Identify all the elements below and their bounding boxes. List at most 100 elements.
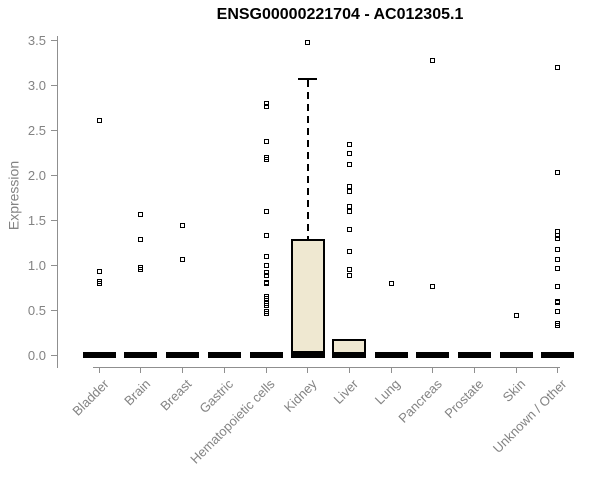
box [290,238,325,354]
y-tick [51,174,57,176]
data-point [555,266,561,272]
y-tick-label: 2.5 [27,122,46,138]
median-line [166,352,200,358]
data-point [555,257,561,263]
data-point [555,284,561,290]
data-point [263,232,269,238]
data-point [263,281,269,287]
x-axis-category-label: Liver [330,376,362,407]
y-tick-label: 2.0 [27,167,46,183]
x-tick [557,367,559,373]
x-axis-category-label: Brain [120,376,153,409]
x-tick [265,367,267,373]
y-tick-label: 3.0 [27,77,46,93]
x-tick [515,367,517,373]
x-tick [140,367,142,373]
data-point [138,267,144,272]
data-point [138,237,144,243]
data-point [180,257,186,263]
data-point [96,117,102,123]
median-line [207,352,241,358]
x-tick [432,367,434,373]
data-point [346,249,352,254]
data-point [263,295,269,301]
data-point [96,268,102,274]
data-point [555,236,561,242]
whisker-cap [298,77,318,80]
x-axis-category-label: Skin [499,376,529,405]
x-axis-line [93,367,560,368]
data-point [555,300,561,306]
data-point [96,281,102,287]
data-point [555,64,561,70]
x-tick [307,367,309,373]
x-tick [223,367,225,373]
y-tick [51,309,57,311]
data-point [263,303,269,308]
data-point [346,208,352,214]
data-point [346,150,352,156]
data-point [346,141,352,147]
data-point [263,254,269,260]
data-point [346,161,352,167]
whisker-dashed-line [306,79,309,239]
x-axis-category-label: Pancreas [395,376,445,426]
median-line [124,352,158,358]
x-axis-category-label: Hematopoietic cells [187,376,278,467]
y-tick-label: 3.5 [27,32,46,48]
median-line [82,352,116,358]
median-line [541,352,575,358]
y-tick-label: 1.5 [27,212,46,228]
y-tick [51,219,57,221]
median-line [332,352,367,358]
data-point [263,273,269,279]
y-tick [51,39,57,41]
x-tick [473,367,475,373]
data-point [555,169,561,175]
x-axis-category-label: Kidney [280,376,320,416]
y-tick [51,264,57,266]
median-line [374,352,408,358]
x-axis-category-label: Lung [371,376,403,408]
x-axis-category-label: Breast [157,376,195,414]
data-point [263,139,269,145]
data-point [555,309,561,315]
median-line [249,352,283,358]
data-point [138,212,144,218]
data-point [263,101,269,107]
y-tick-label: 0.0 [27,347,46,363]
y-tick [51,84,57,86]
x-axis-category-label: Bladder [68,376,112,419]
x-tick [390,367,392,373]
y-tick-label: 1.0 [27,257,46,273]
median-line [457,352,491,358]
x-tick [348,367,350,373]
data-point [388,281,394,287]
data-point [305,40,311,46]
x-tick [182,367,184,373]
data-point [346,226,352,232]
y-tick [51,129,57,131]
data-point [263,311,269,317]
data-point [346,273,352,279]
x-axis-category-label: Unknown / Other [490,376,570,456]
y-tick-label: 0.5 [27,302,46,318]
data-point [263,157,269,163]
data-point [263,104,269,110]
y-tick [51,354,57,356]
data-point [346,188,352,194]
data-point [96,278,102,284]
data-point [180,222,186,228]
data-point [263,208,269,214]
data-point [430,284,436,290]
data-point [430,58,436,64]
data-point [513,312,519,318]
median-line [290,352,325,358]
data-point [346,267,352,272]
x-axis-category-label: Prostate [441,376,487,422]
median-line [416,352,450,358]
median-line [499,352,533,358]
x-tick [98,367,100,373]
